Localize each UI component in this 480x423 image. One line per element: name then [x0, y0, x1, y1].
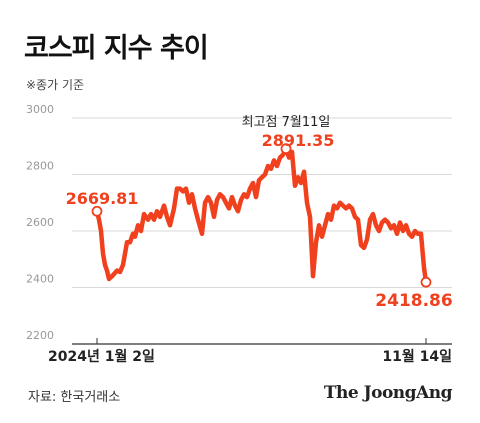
- peak-value-label: 2891.35: [262, 131, 335, 150]
- y-tick-label: 2600: [26, 216, 54, 229]
- peak-marker: [280, 143, 292, 155]
- x-label-start: 2024년 1월 2일: [48, 348, 155, 365]
- y-tick-label: 3000: [26, 103, 54, 116]
- peak-note-label: 최고점 7월11일: [242, 115, 331, 130]
- y-tick-label: 2800: [26, 160, 54, 173]
- x-label-end: 11월 14일: [382, 348, 452, 365]
- start-marker: [91, 205, 103, 217]
- chart-subtitle: ※종가 기준: [26, 78, 85, 92]
- source-note: 자료: 한국거래소: [28, 390, 121, 405]
- start-value-label: 2669.81: [66, 189, 139, 208]
- y-tick-label: 2200: [26, 329, 54, 342]
- y-tick-label: 2400: [26, 273, 54, 286]
- kospi-series-line: [94, 146, 429, 285]
- chart-title: 코스피 지수 추이: [24, 33, 209, 64]
- brand-logo: The JoongAng: [323, 383, 453, 403]
- end-value-label: 2418.86: [375, 291, 452, 311]
- end-marker: [420, 276, 432, 288]
